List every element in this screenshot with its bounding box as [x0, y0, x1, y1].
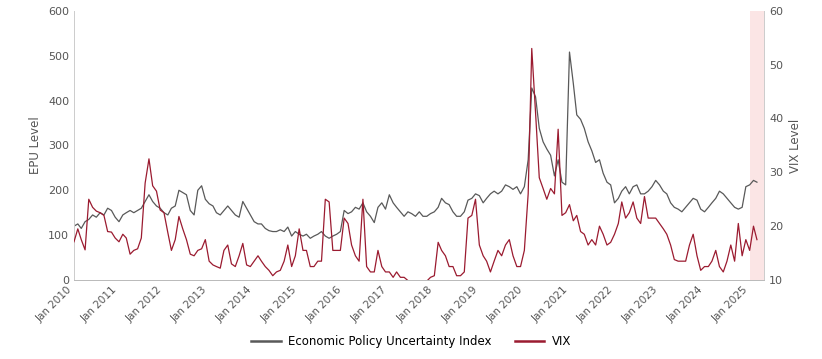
Legend: Economic Policy Uncertainty Index, VIX: Economic Policy Uncertainty Index, VIX — [247, 331, 575, 353]
Y-axis label: VIX Level: VIX Level — [789, 118, 802, 173]
Bar — [750, 11, 764, 280]
Y-axis label: EPU Level: EPU Level — [30, 117, 43, 174]
